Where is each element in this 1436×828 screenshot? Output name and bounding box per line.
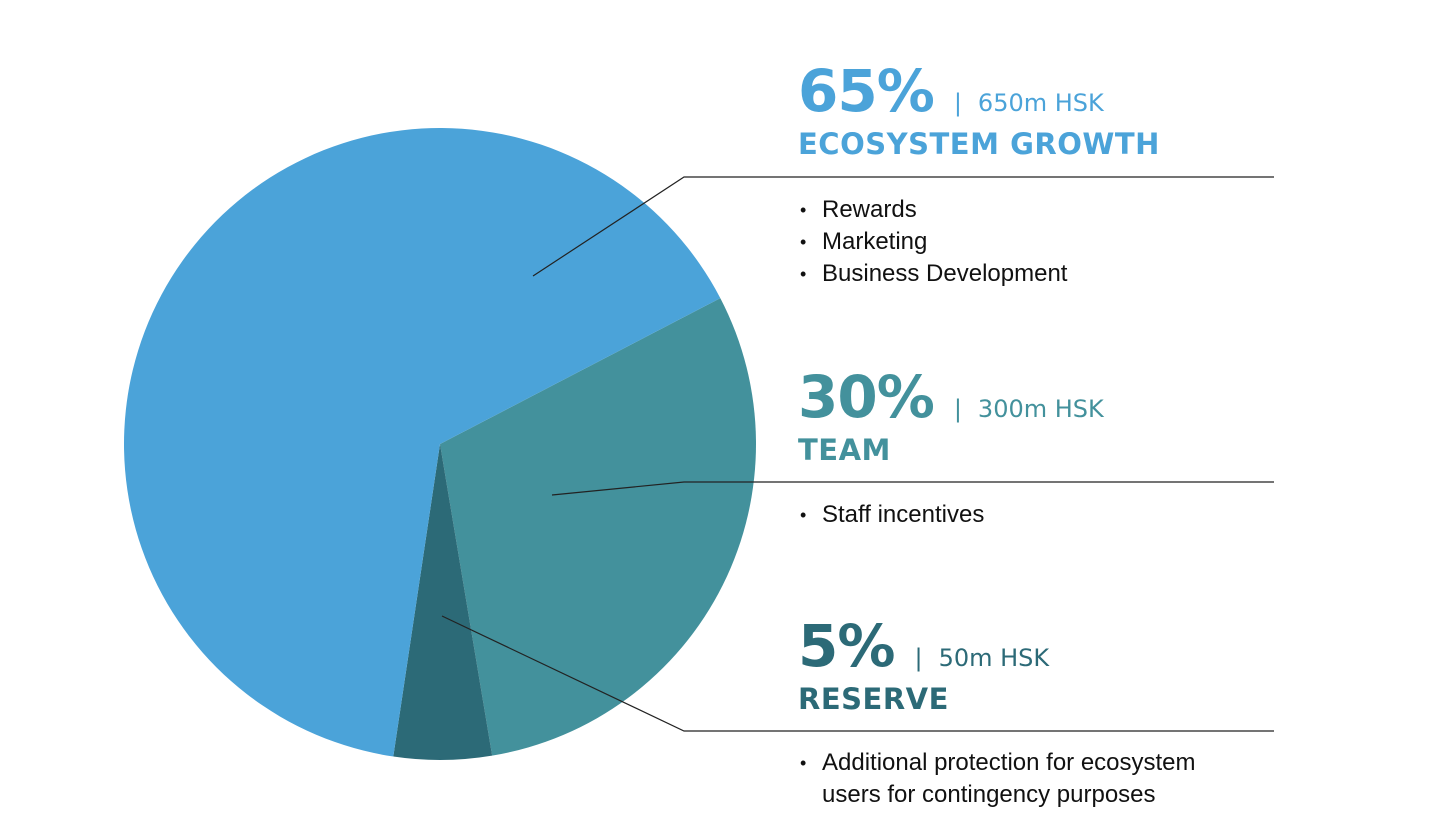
reserve-percent: 5% xyxy=(798,612,895,680)
reserve-bullets: Additional protection for ecosystem user… xyxy=(798,747,1248,811)
reserve-title: RESERVE xyxy=(798,682,949,716)
team-title: TEAM xyxy=(798,433,891,467)
ecosystem-bullet-rewards: Rewards xyxy=(798,194,1067,226)
team-amount: 300m HSK xyxy=(977,395,1104,423)
pie-slice-ecosystem xyxy=(123,128,721,757)
pie-slice-team xyxy=(440,298,756,756)
ecosystem-percent: 65% xyxy=(798,57,935,125)
leader-line-reserve xyxy=(441,615,1274,732)
team-percent: 30% xyxy=(798,363,935,431)
leader-line-ecosystem xyxy=(532,176,1274,277)
ecosystem-bullet-business-development: Business Development xyxy=(798,258,1067,290)
reserve-bullet-additional-protection: Additional protection for ecosystem user… xyxy=(798,747,1248,811)
pie-slice-reserve xyxy=(393,444,493,760)
reserve-amount: 50m HSK xyxy=(938,644,1050,672)
legend-ecosystem: 65% | 650m HSK ECOSYSTEM GROWTH xyxy=(798,62,1160,159)
legend-reserve: 5% | 50m HSK RESERVE xyxy=(798,617,1049,714)
leader-line-team xyxy=(551,481,1274,496)
reserve-separator: | xyxy=(914,644,923,672)
team-separator: | xyxy=(953,395,962,423)
legend-team: 30% | 300m HSK TEAM xyxy=(798,368,1104,465)
team-bullets: Staff incentives xyxy=(798,499,984,531)
ecosystem-separator: | xyxy=(953,89,962,117)
team-bullet-staff-incentives: Staff incentives xyxy=(798,499,984,531)
ecosystem-amount: 650m HSK xyxy=(977,89,1104,117)
ecosystem-bullets: Rewards Marketing Business Development xyxy=(798,194,1067,290)
ecosystem-bullet-marketing: Marketing xyxy=(798,226,1067,258)
ecosystem-title: ECOSYSTEM GROWTH xyxy=(798,127,1160,161)
